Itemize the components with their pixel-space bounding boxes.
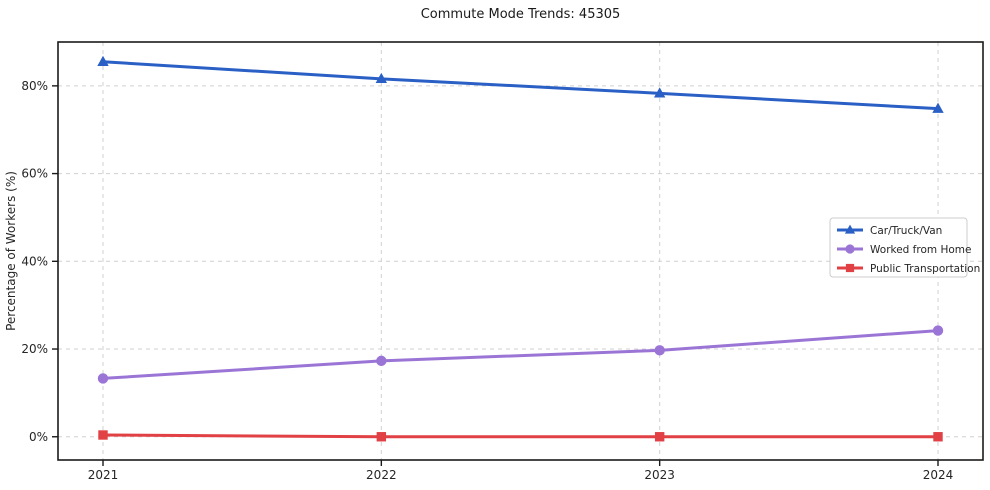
y-axis-label: Percentage of Workers (%)	[4, 171, 18, 331]
x-tick-label: 2023	[644, 468, 675, 482]
y-tick-label: 80%	[21, 79, 48, 93]
circle-marker	[376, 355, 387, 367]
triangle-marker	[932, 102, 944, 113]
y-tick-label: 40%	[21, 254, 48, 268]
triangle-marker	[653, 87, 666, 98]
y-tick-label: 20%	[21, 342, 48, 356]
x-tick-label: 2024	[923, 468, 954, 482]
series-line-car-truck-van	[101, 60, 940, 111]
y-tick-label: 60%	[21, 167, 48, 181]
plot-border	[57, 41, 984, 461]
legend-label: Public Transportation	[870, 263, 980, 275]
series-car-truck-van	[97, 55, 944, 113]
series-public-transportation	[98, 430, 943, 442]
square-marker	[376, 432, 387, 442]
series-worked-from-home	[97, 325, 944, 384]
legend-item-car-truck-van: Car/Truck/Van	[837, 224, 942, 237]
circle-marker	[654, 345, 665, 356]
legend-label: Worked from Home	[870, 244, 971, 256]
square-marker	[654, 432, 665, 442]
legend-item-worked-from-home: Worked from Home	[837, 244, 971, 256]
triangle-marker	[97, 55, 109, 66]
y-tick-label: 0%	[29, 430, 48, 444]
legend-box	[829, 217, 968, 278]
square-marker	[933, 432, 943, 442]
triangle-marker	[375, 72, 388, 84]
x-tick-label: 2022	[366, 468, 397, 482]
legend: Car/Truck/Van Worked from Home Public Tran…	[829, 217, 980, 278]
series-line-worked-from-home	[101, 329, 940, 380]
series-line-public-transportation	[101, 433, 940, 439]
circle-marker	[932, 325, 944, 336]
legend-label: Car/Truck/Van	[870, 225, 942, 237]
square-marker	[98, 430, 108, 440]
x-axis: 2021 2022 2023 2024	[88, 460, 954, 482]
x-tick-label: 2021	[88, 468, 119, 482]
triangle-marker	[844, 224, 856, 234]
circle-marker	[97, 373, 109, 384]
y-axis: 0% 20% 40% 60% 80%	[21, 79, 58, 444]
square-marker	[845, 263, 855, 273]
chart-title: Commute Mode Trends: 45305	[420, 7, 621, 22]
circle-marker	[845, 244, 855, 254]
legend-item-public-transportation: Public Transportation	[837, 263, 980, 275]
